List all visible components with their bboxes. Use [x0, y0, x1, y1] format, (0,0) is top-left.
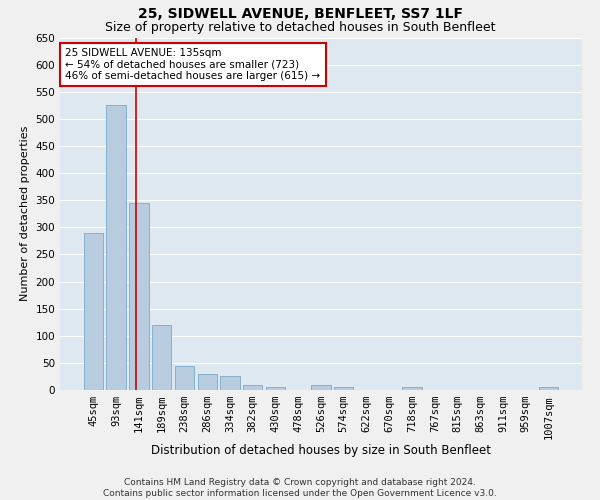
Text: 25 SIDWELL AVENUE: 135sqm
← 54% of detached houses are smaller (723)
46% of semi: 25 SIDWELL AVENUE: 135sqm ← 54% of detac…: [65, 48, 320, 82]
Bar: [334, 388, 353, 390]
Bar: [220, 376, 239, 390]
Bar: [403, 388, 422, 390]
Text: Size of property relative to detached houses in South Benfleet: Size of property relative to detached ho…: [105, 21, 495, 34]
Text: Contains HM Land Registry data © Crown copyright and database right 2024.
Contai: Contains HM Land Registry data © Crown c…: [103, 478, 497, 498]
Text: 25, SIDWELL AVENUE, BENFLEET, SS7 1LF: 25, SIDWELL AVENUE, BENFLEET, SS7 1LF: [137, 8, 463, 22]
Bar: [311, 384, 331, 390]
Bar: [84, 232, 103, 390]
Bar: [197, 374, 217, 390]
Bar: [175, 366, 194, 390]
Bar: [152, 325, 172, 390]
Bar: [106, 106, 126, 390]
Bar: [243, 384, 262, 390]
Bar: [266, 388, 285, 390]
Bar: [129, 203, 149, 390]
X-axis label: Distribution of detached houses by size in South Benfleet: Distribution of detached houses by size …: [151, 444, 491, 457]
Y-axis label: Number of detached properties: Number of detached properties: [20, 126, 30, 302]
Bar: [539, 388, 558, 390]
